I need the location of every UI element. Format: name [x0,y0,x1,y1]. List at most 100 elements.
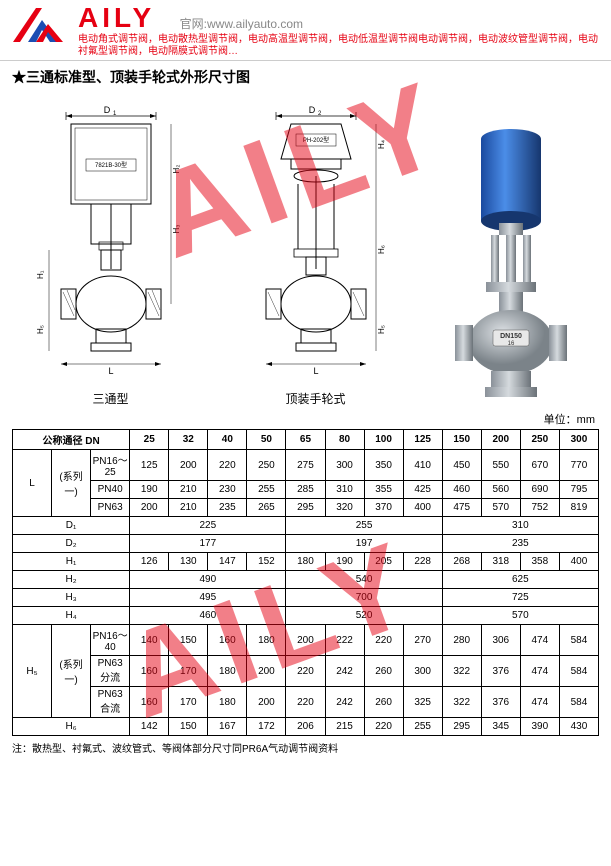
svg-text:H₄: H₄ [377,140,386,149]
table-cell: 550 [481,450,520,481]
table-cell: 570 [442,607,598,625]
svg-text:16: 16 [507,341,514,347]
table-cell: 197 [286,535,442,553]
svg-text:L: L [313,366,318,376]
table-cell: 220 [364,718,403,736]
table-cell: 160 [208,625,247,656]
table-cell: 345 [481,718,520,736]
table-cell: 475 [442,499,481,517]
table-cell: 570 [481,499,520,517]
table-cell: 410 [403,450,442,481]
table-cell: 255 [286,517,442,535]
table-cell: 560 [481,481,520,499]
table-cell: 172 [247,718,286,736]
brand-name: AILY [78,4,155,32]
table-cell: 150 [169,718,208,736]
table-cell: 390 [520,718,559,736]
table-cell: 725 [442,589,598,607]
table-cell: 180 [286,553,325,571]
table-cell: 180 [208,656,247,687]
table-cell: 170 [169,687,208,718]
table-header: 150 [442,430,481,450]
table-header: 50 [247,430,286,450]
table-header: 25 [130,430,169,450]
table-cell: 300 [403,656,442,687]
section-title: ★三通标准型、顶装手轮式外形尺寸图 [0,61,611,91]
table-cell: 152 [247,553,286,571]
table-cell: 370 [364,499,403,517]
svg-text:H₅: H₅ [36,325,45,334]
table-cell: 222 [325,625,364,656]
table-header: 80 [325,430,364,450]
svg-text:H₃: H₃ [172,224,181,233]
table-cell: 265 [247,499,286,517]
body-label: DN150 [500,333,522,340]
diagram-right-label: 顶装手轮式 [285,390,345,407]
table-cell: 306 [481,625,520,656]
table-cell: 268 [442,553,481,571]
brand-logo [8,4,68,44]
table-cell: 142 [130,718,169,736]
table-cell: 300 [325,450,364,481]
table-cell: 310 [325,481,364,499]
table-cell: 819 [559,499,598,517]
table-cell: 320 [325,499,364,517]
table-cell: 180 [247,625,286,656]
table-cell: 200 [247,656,286,687]
unit-label: 单位：mm [0,411,611,429]
table-cell: 235 [208,499,247,517]
table-cell: 325 [403,687,442,718]
table-cell: 322 [442,687,481,718]
model-left: 7821B-30型 [94,161,126,169]
page-header: AILY 官网:www.ailyauto.com 电动角式调节阀，电动散热型调节… [0,0,611,61]
table-cell: L [13,450,52,517]
table-cell: 460 [442,481,481,499]
table-cell: H₆ [13,718,130,736]
table-cell: 250 [247,450,286,481]
table-cell: 200 [169,450,208,481]
table-cell: 295 [442,718,481,736]
table-cell: D₁ [13,517,130,535]
table-cell: 584 [559,625,598,656]
table-cell: 220 [364,625,403,656]
table-cell: 376 [481,656,520,687]
table-cell: 322 [442,656,481,687]
table-cell: 125 [130,450,169,481]
table-cell: D₂ [13,535,130,553]
table-cell: 255 [403,718,442,736]
table-cell: 242 [325,687,364,718]
table-cell: H₄ [13,607,130,625]
table-cell: 225 [130,517,286,535]
table-cell: (系列一) [52,625,91,718]
table-cell: 460 [130,607,286,625]
diagram-area: D 1 7821B-30型 H₂ [0,91,611,411]
svg-text:D: D [308,105,315,115]
table-cell: 130 [169,553,208,571]
table-cell: 147 [208,553,247,571]
svg-text:H₂: H₂ [172,165,181,174]
table-cell: 242 [325,656,364,687]
table-cell: 310 [442,517,598,535]
table-cell: 490 [130,571,286,589]
brand-block: AILY 官网:www.ailyauto.com 电动角式调节阀，电动散热型调节… [78,4,603,58]
dimension-table: 公称通径 DN253240506580100125150200250300L(系… [0,429,611,736]
table-cell: 206 [286,718,325,736]
table-cell: 358 [520,553,559,571]
table-cell: 540 [286,571,442,589]
table-cell: 177 [130,535,286,553]
table-cell: 230 [208,481,247,499]
table-cell: 350 [364,450,403,481]
table-cell: H₅ [13,625,52,718]
table-cell: 795 [559,481,598,499]
table-cell: 260 [364,656,403,687]
footnote: 注：散热型、衬氟式、波纹管式、等阀体部分尺寸同PR6A气动调节阀资料 [0,736,611,759]
table-header: 125 [403,430,442,450]
svg-text:L: L [108,366,113,376]
table-cell: 295 [286,499,325,517]
table-cell: PN63 [91,499,130,517]
table-cell: 190 [130,481,169,499]
table-cell: 400 [403,499,442,517]
table-cell: 150 [169,625,208,656]
table-cell: 430 [559,718,598,736]
table-cell: 275 [286,450,325,481]
